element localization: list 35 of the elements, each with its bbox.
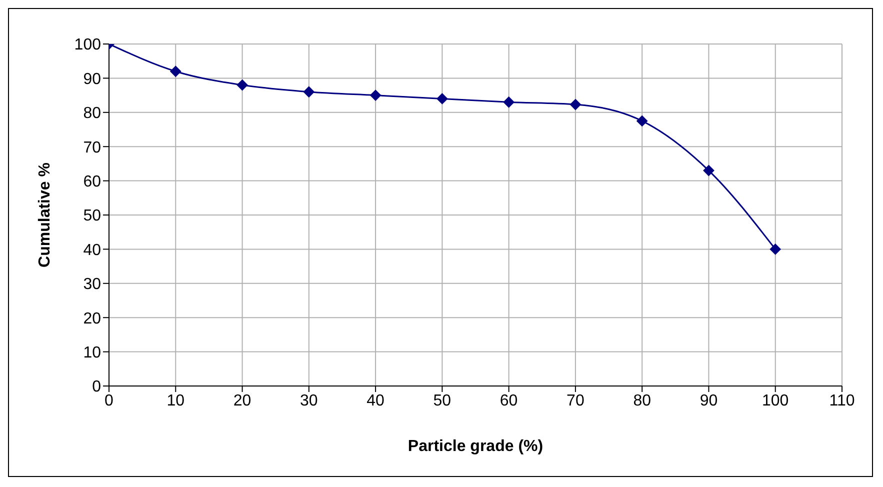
x-tick-label: 20 xyxy=(233,392,252,410)
y-tick-label: 90 xyxy=(83,70,102,88)
x-tick-label: 10 xyxy=(166,392,185,410)
x-tick-label: 90 xyxy=(700,392,718,410)
point xyxy=(770,244,781,255)
point xyxy=(570,99,581,110)
y-tick-label: 20 xyxy=(83,310,102,328)
x-tick-label: 30 xyxy=(300,392,318,410)
x-tick-label: 70 xyxy=(566,392,584,410)
x-tick-label: 80 xyxy=(633,392,652,410)
x-tick-label: 40 xyxy=(366,392,385,410)
point xyxy=(303,86,314,98)
x-axis-title: Particle grade (%) xyxy=(408,438,544,455)
y-tick-label: 50 xyxy=(83,208,102,225)
point xyxy=(370,90,382,101)
y-tick-label: 40 xyxy=(83,242,102,259)
y-axis-title: Cumulative % xyxy=(36,162,54,268)
point xyxy=(503,96,514,108)
y-tick-label: 60 xyxy=(83,173,102,190)
point xyxy=(236,80,248,91)
point xyxy=(636,115,648,126)
x-tick-label: 110 xyxy=(829,392,855,410)
y-tick-label: 80 xyxy=(83,105,102,122)
y-tick-label: 10 xyxy=(83,344,102,362)
x-tick-label: 50 xyxy=(433,392,452,410)
y-tick-label: 0 xyxy=(92,378,102,396)
x-tick-label: 0 xyxy=(104,392,114,410)
y-tick-label: 70 xyxy=(83,139,102,156)
y-tick-label: 100 xyxy=(74,36,102,54)
point xyxy=(170,66,182,77)
x-tick-label: 60 xyxy=(500,392,518,410)
point xyxy=(703,165,714,176)
point xyxy=(436,93,448,104)
y-tick-label: 30 xyxy=(83,276,102,294)
x-tick-label: 100 xyxy=(762,392,789,410)
